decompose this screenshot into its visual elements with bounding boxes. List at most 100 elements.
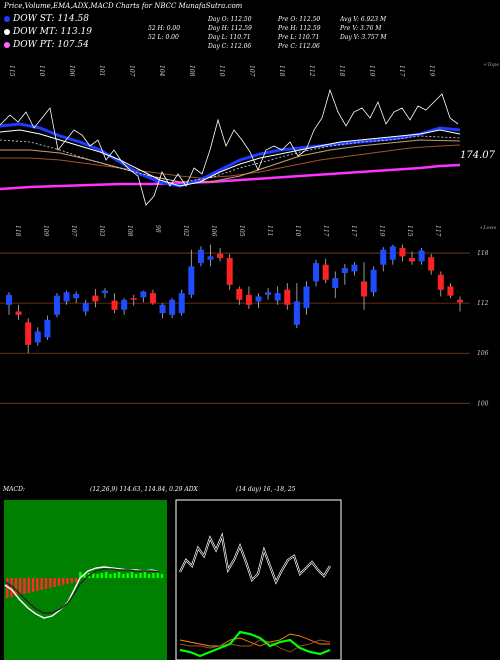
price-level-label: 106 bbox=[477, 350, 489, 357]
price-tick-label: 115 bbox=[406, 225, 413, 237]
candle-body bbox=[111, 300, 118, 310]
candle-body bbox=[265, 292, 272, 295]
macd-histogram-bar bbox=[109, 574, 112, 578]
price-tick-label: 110 bbox=[294, 225, 301, 237]
ema-panel: 115 110 106 101 107 104 108 110 107 118 112 118 119 1… bbox=[0, 62, 499, 206]
macd-histogram-bar bbox=[70, 578, 73, 583]
macd-histogram-bar bbox=[74, 578, 78, 582]
candle-body bbox=[236, 288, 243, 300]
price-level-label: 100 bbox=[477, 400, 489, 407]
macd-histogram-bar bbox=[44, 578, 48, 589]
candle-body bbox=[197, 249, 204, 264]
macd-histogram-bar bbox=[6, 578, 9, 598]
candle-body bbox=[226, 258, 233, 285]
legend-swatch-white bbox=[4, 28, 10, 35]
candle-body bbox=[63, 292, 70, 302]
candle-body bbox=[121, 299, 128, 310]
adx-panel bbox=[175, 499, 342, 660]
top-tick-label: 107 bbox=[128, 65, 135, 77]
candle-body bbox=[140, 291, 147, 298]
macd-histogram-bar bbox=[53, 578, 56, 587]
price-tick-label: 109 bbox=[42, 225, 49, 237]
price-tick-label: 105 bbox=[238, 225, 245, 237]
candle-body bbox=[149, 293, 156, 304]
macd-histogram-bar bbox=[36, 578, 39, 591]
stat-52-high: 52 H: 0.00 bbox=[148, 25, 181, 32]
price-tick-label: 119 bbox=[378, 225, 385, 237]
macd-values: (12,26,9) 114.63, 114.84, 0.29 ADX bbox=[90, 486, 198, 493]
candle-body bbox=[313, 263, 320, 282]
legend-dow-pt: DOW PT: 107.54 bbox=[4, 40, 89, 50]
stat-prev-close: Pre C: 112.06 bbox=[278, 43, 320, 50]
stat-prev-volume: Pre V: 3.76 M bbox=[340, 25, 382, 32]
top-tick-label: 119 bbox=[368, 65, 375, 77]
candle-body bbox=[428, 257, 435, 271]
stat-52-low: 52 L: 0.00 bbox=[148, 34, 179, 41]
macd-histogram-bar bbox=[87, 573, 91, 578]
candle-body bbox=[255, 296, 262, 302]
stat-day-high: Day H: 112.59 bbox=[208, 25, 252, 32]
tops-label: +Tops bbox=[483, 62, 499, 68]
ema-brown-line-2 bbox=[0, 139, 461, 183]
macd-histogram-bar bbox=[27, 578, 30, 593]
price-tick-label: 107 bbox=[70, 225, 77, 237]
macd-line bbox=[4, 566, 161, 619]
adx-line-2 bbox=[179, 534, 331, 583]
macd-histogram-bar bbox=[57, 578, 61, 586]
stat-day-open: Day O: 112.50 bbox=[208, 16, 252, 23]
top-tick-label: 118 bbox=[278, 65, 285, 77]
macd-background bbox=[4, 500, 167, 660]
candle-body bbox=[447, 286, 454, 296]
macd-histogram-bar bbox=[18, 578, 22, 595]
top-tick-label: 101 bbox=[98, 65, 105, 76]
candle-body bbox=[341, 268, 348, 274]
candle-body bbox=[6, 294, 12, 305]
candle-body bbox=[303, 286, 310, 309]
candle-body bbox=[92, 295, 99, 302]
macd-histogram-bar bbox=[139, 573, 142, 578]
candle-body bbox=[217, 253, 224, 259]
legend-dow-mt: DOW MT: 113.19 bbox=[4, 27, 92, 37]
macd-histogram-bar bbox=[83, 574, 86, 578]
price-close-line bbox=[0, 88, 459, 206]
macd-histogram-bar bbox=[49, 578, 52, 588]
top-tick-label: 110 bbox=[218, 65, 225, 77]
macd-histogram-bar bbox=[156, 572, 159, 578]
candle-body bbox=[389, 246, 396, 260]
price-tick-label: 111 bbox=[266, 225, 273, 236]
adx-green-line bbox=[179, 630, 331, 658]
candle-body bbox=[437, 274, 444, 290]
ema-white-line bbox=[0, 129, 461, 187]
macd-histogram-bar bbox=[147, 574, 151, 578]
macd-histogram-bar bbox=[100, 573, 104, 578]
candle-body bbox=[53, 295, 60, 315]
macd-histogram-bar bbox=[23, 578, 26, 594]
candles bbox=[6, 244, 463, 354]
candle-body bbox=[380, 249, 387, 265]
macd-histogram-bar bbox=[130, 572, 134, 578]
ema-magenta-line bbox=[0, 163, 461, 191]
macd-histogram-bar bbox=[66, 578, 69, 584]
candle-body bbox=[207, 256, 214, 260]
adx-background bbox=[175, 499, 342, 660]
price-tick-label: 103 bbox=[98, 225, 105, 237]
candle-body bbox=[44, 319, 51, 338]
candle-body bbox=[101, 290, 108, 294]
candle-body bbox=[293, 301, 300, 325]
macd-histogram-bar bbox=[79, 572, 82, 578]
candle-body bbox=[159, 304, 166, 314]
macd-histogram-bar bbox=[61, 578, 65, 585]
stat-avg-volume: Avg V: 6.923 M bbox=[340, 16, 387, 23]
top-tick-label: 119 bbox=[428, 65, 435, 77]
macd-histogram-bar bbox=[40, 578, 43, 590]
price-top-labels: 118 109 107 103 108 98 102 106 105 111 110 117 117 11… bbox=[14, 225, 441, 237]
candle-body bbox=[332, 278, 339, 289]
legend-swatch-magenta bbox=[4, 41, 10, 48]
candle-body bbox=[418, 250, 425, 262]
top-tick-label: 112 bbox=[308, 65, 315, 77]
adx-orange-line bbox=[179, 633, 330, 647]
candle-body bbox=[73, 293, 80, 299]
candle-body bbox=[82, 303, 89, 312]
candle-body bbox=[399, 248, 406, 257]
macd-histogram-bar bbox=[104, 572, 108, 578]
